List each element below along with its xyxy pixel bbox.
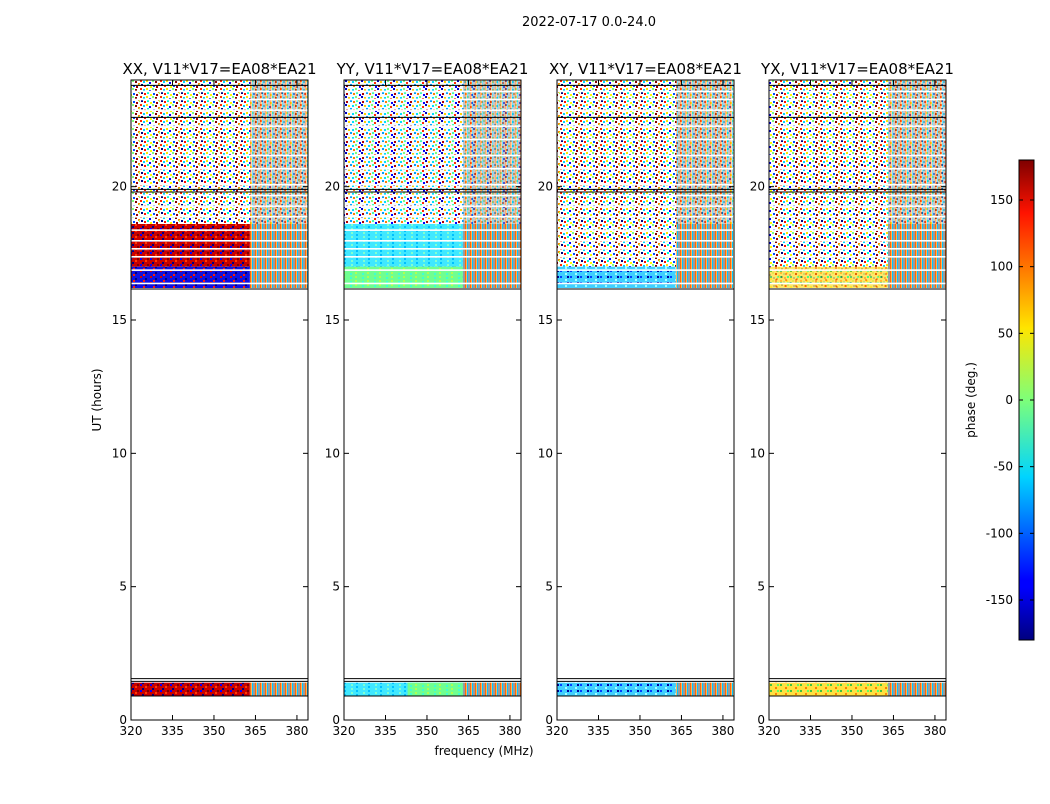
x-tick-label: 365 [244, 724, 267, 738]
y-tick-label: 5 [545, 580, 553, 594]
y-tick-label: 0 [757, 713, 765, 727]
colorbar-tick-label: 100 [990, 260, 1013, 274]
y-tick-label: 5 [119, 580, 127, 594]
y-tick-label: 20 [325, 180, 340, 194]
plot-frame [130, 79, 309, 721]
colorbar-tick-label: -150 [986, 593, 1013, 607]
y-tick-label: 15 [538, 313, 553, 327]
x-tick-label: 320 [120, 724, 143, 738]
heatmap-yx [769, 80, 946, 697]
y-tick-label: 0 [119, 713, 127, 727]
x-tick-label: 350 [841, 724, 864, 738]
panel-title: YX, V11*V17=EA08*EA21 [760, 60, 954, 78]
panel-title: XX, V11*V17=EA08*EA21 [122, 60, 316, 78]
figure-title: 2022-07-17 0.0-24.0 [522, 15, 656, 30]
x-tick-label: 350 [629, 724, 652, 738]
x-tick-label: 320 [333, 724, 356, 738]
x-tick-label: 350 [203, 724, 226, 738]
x-tick-label: 335 [374, 724, 397, 738]
y-tick-label: 5 [757, 580, 765, 594]
colorbar-tick-label: -100 [986, 526, 1013, 540]
heatmap-xx [131, 80, 308, 697]
colorbar-tick-label: -50 [993, 460, 1013, 474]
panel-title: XY, V11*V17=EA08*EA21 [549, 60, 742, 78]
x-tick-label: 335 [587, 724, 610, 738]
data-block-lower [557, 682, 676, 696]
y-tick-label: 15 [325, 313, 340, 327]
panel-xx: XX, V11*V17=EA08*EA21 320 335 350 365 380 0 5 10… [112, 60, 317, 738]
x-tick-label: 380 [285, 724, 308, 738]
panel-title: YY, V11*V17=EA08*EA21 [336, 60, 529, 78]
x-tick-label: 365 [670, 724, 693, 738]
colorbar-tick-label: 50 [998, 326, 1013, 340]
x-axis-label: frequency (MHz) [434, 744, 533, 758]
heatmap-xy [557, 80, 734, 697]
x-tick-label: 350 [416, 724, 439, 738]
band-cyan [344, 224, 463, 267]
y-axis-label: UT (hours) [90, 368, 104, 431]
colorbar-tick-label: 150 [990, 193, 1013, 207]
panel-yx: YX, V11*V17=EA08*EA21 320 335 350 365 380 0 5 10… [750, 60, 954, 738]
plot-frame [343, 79, 522, 721]
y-tick-label: 0 [545, 713, 553, 727]
data-block-lower [769, 682, 888, 696]
band-red [131, 224, 250, 251]
y-tick-label: 15 [112, 313, 127, 327]
y-tick-label: 20 [112, 180, 127, 194]
x-tick-label: 335 [161, 724, 184, 738]
y-tick-label: 10 [112, 446, 127, 460]
x-tick-label: 335 [799, 724, 822, 738]
x-tick-label: 380 [498, 724, 521, 738]
y-tick-label: 15 [750, 313, 765, 327]
panels-group: XX, V11*V17=EA08*EA21 320 335 350 365 380 0 5 10… [112, 60, 954, 738]
heatmap-yy [344, 80, 521, 697]
y-tick-label: 20 [538, 180, 553, 194]
panel-xy: XY, V11*V17=EA08*EA21 320 335 350 365 380 0 5 10… [538, 60, 742, 738]
panel-yy: YY, V11*V17=EA08*EA21 320 335 350 365 380 0 5 10… [325, 60, 529, 738]
x-tick-label: 365 [882, 724, 905, 738]
colorbar-label: phase (deg.) [964, 362, 978, 438]
y-tick-label: 10 [750, 446, 765, 460]
x-tick-label: 380 [711, 724, 734, 738]
x-tick-label: 320 [546, 724, 569, 738]
x-tick-label: 380 [923, 724, 946, 738]
y-tick-label: 10 [325, 446, 340, 460]
plot-frame [768, 79, 947, 721]
y-tick-label: 5 [332, 580, 340, 594]
colorbar-tick-label: 0 [1005, 393, 1013, 407]
colorbar: -150 -100 -50 0 50 100 150 [986, 159, 1035, 641]
x-tick-label: 365 [457, 724, 480, 738]
y-tick-label: 20 [750, 180, 765, 194]
y-tick-label: 10 [538, 446, 553, 460]
plot-frame [556, 79, 735, 721]
y-tick-label: 0 [332, 713, 340, 727]
data-block-lower [131, 682, 250, 696]
x-tick-label: 320 [758, 724, 781, 738]
